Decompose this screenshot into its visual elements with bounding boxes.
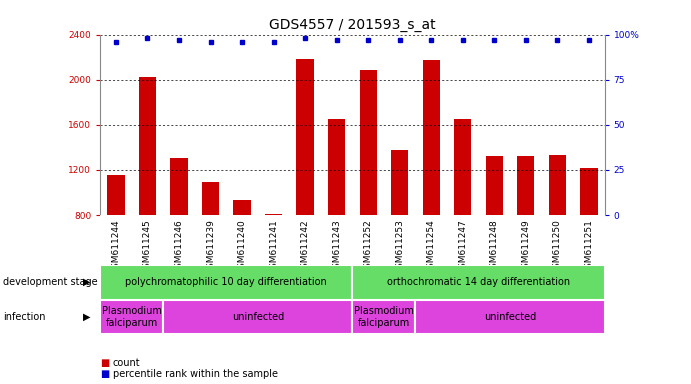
Text: uninfected: uninfected	[231, 312, 284, 322]
Text: GSM611252: GSM611252	[363, 219, 372, 274]
Bar	[352, 265, 605, 300]
Bar	[202, 182, 219, 215]
Text: GSM611241: GSM611241	[269, 219, 278, 274]
Text: Plasmodium
falciparum: Plasmodium falciparum	[102, 306, 162, 328]
Text: GSM611243: GSM611243	[332, 219, 341, 274]
Text: development stage: development stage	[3, 277, 98, 287]
Bar	[328, 119, 346, 215]
Text: GSM611249: GSM611249	[521, 219, 530, 274]
Bar	[296, 60, 314, 215]
Text: polychromatophilic 10 day differentiation: polychromatophilic 10 day differentiatio…	[126, 277, 327, 287]
Text: GSM611253: GSM611253	[395, 219, 404, 274]
Text: GSM611244: GSM611244	[111, 219, 120, 274]
Text: GSM611247: GSM611247	[458, 219, 467, 274]
Bar	[580, 168, 598, 215]
Bar	[107, 175, 124, 215]
Bar	[265, 214, 282, 215]
Text: ■: ■	[100, 369, 109, 379]
Text: ■: ■	[100, 358, 109, 368]
Bar	[423, 60, 440, 215]
Bar	[415, 300, 605, 334]
Text: ▶: ▶	[83, 277, 91, 287]
Bar	[454, 119, 471, 215]
Text: ▶: ▶	[83, 312, 91, 322]
Text: Plasmodium
falciparum: Plasmodium falciparum	[354, 306, 414, 328]
Bar	[517, 156, 534, 215]
Text: percentile rank within the sample: percentile rank within the sample	[113, 369, 278, 379]
Bar	[139, 78, 156, 215]
Text: GSM611239: GSM611239	[206, 219, 215, 274]
Text: uninfected: uninfected	[484, 312, 536, 322]
Text: GSM611250: GSM611250	[553, 219, 562, 274]
Title: GDS4557 / 201593_s_at: GDS4557 / 201593_s_at	[269, 18, 436, 32]
Text: GSM611248: GSM611248	[490, 219, 499, 274]
Bar	[391, 150, 408, 215]
Bar	[486, 156, 503, 215]
Bar	[359, 70, 377, 215]
Bar	[549, 155, 566, 215]
Text: GSM611240: GSM611240	[238, 219, 247, 274]
Text: GSM611254: GSM611254	[427, 219, 436, 274]
Text: GSM611251: GSM611251	[585, 219, 594, 274]
Text: GSM611245: GSM611245	[143, 219, 152, 274]
Bar	[100, 300, 163, 334]
Bar	[100, 265, 352, 300]
Bar	[163, 300, 352, 334]
Text: infection: infection	[3, 312, 46, 322]
Text: GSM611242: GSM611242	[301, 219, 310, 274]
Text: GSM611246: GSM611246	[175, 219, 184, 274]
Bar	[171, 157, 188, 215]
Bar	[352, 300, 415, 334]
Text: count: count	[113, 358, 140, 368]
Bar	[234, 200, 251, 215]
Text: orthochromatic 14 day differentiation: orthochromatic 14 day differentiation	[387, 277, 570, 287]
